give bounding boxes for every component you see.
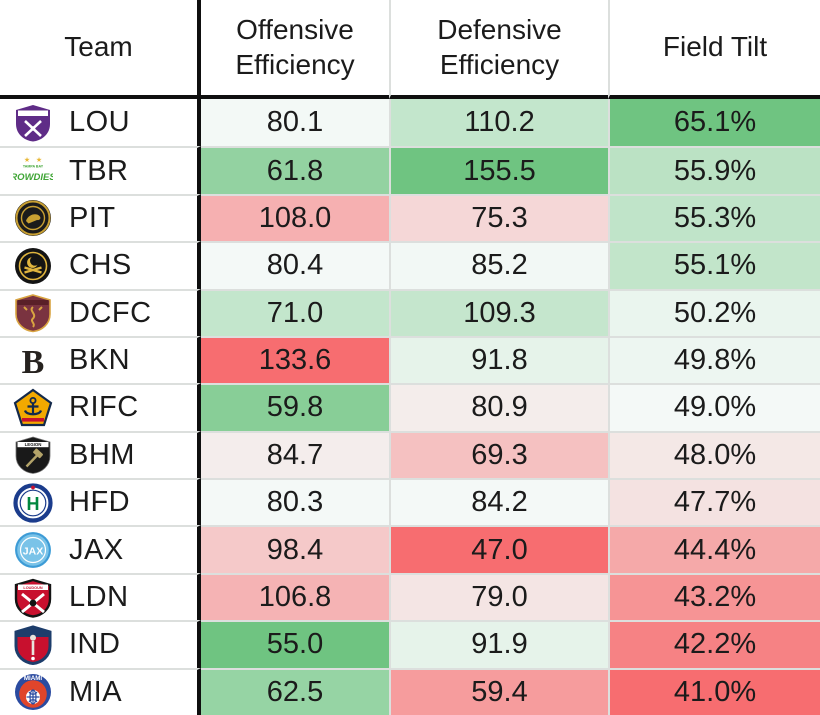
- offensive-efficiency-cell: 71.0: [201, 288, 389, 336]
- defensive-efficiency-cell: 80.9: [389, 383, 608, 431]
- field-tilt-cell: 41.0%: [608, 667, 820, 715]
- offensive-efficiency-cell: 80.1: [201, 99, 389, 147]
- offensive-efficiency-cell: 84.7: [201, 430, 389, 479]
- offensive-efficiency-cell: 80.4: [201, 241, 389, 289]
- defensive-efficiency-cell: 110.2: [389, 99, 608, 147]
- team-cell: IND: [0, 620, 201, 668]
- svg-text:B: B: [22, 344, 45, 381]
- column-header-offensive-efficiency: Offensive Efficiency: [201, 0, 389, 99]
- defensive-efficiency-cell: 47.0: [389, 525, 608, 573]
- team-cell: MIAMI MIA: [0, 667, 201, 715]
- field-tilt-cell: 44.4%: [608, 525, 820, 573]
- indy-eleven-logo: [13, 625, 53, 665]
- pittsburgh-riverhounds-logo: [13, 198, 53, 238]
- tampa-bay-rowdies-logo: ★ ★TAMPA BAY ROWDIES: [13, 151, 53, 191]
- offensive-efficiency-cell: 108.0: [201, 193, 389, 242]
- field-tilt-cell: 42.2%: [608, 620, 820, 668]
- column-header-field-tilt: Field Tilt: [608, 0, 820, 99]
- team-cell: LEGION BHM: [0, 430, 201, 479]
- field-tilt-cell: 50.2%: [608, 288, 820, 336]
- team-cell: RIFC: [0, 383, 201, 431]
- team-code: LOU: [69, 106, 131, 139]
- offensive-efficiency-cell: 98.4: [201, 525, 389, 573]
- team-code: BHM: [69, 438, 135, 471]
- offensive-efficiency-cell: 59.8: [201, 383, 389, 431]
- defensive-efficiency-cell: 69.3: [389, 430, 608, 479]
- team-cell: PIT: [0, 193, 201, 242]
- team-code: MIA: [69, 675, 123, 708]
- louisville-city-logo: [13, 103, 53, 143]
- column-header-defensive-efficiency: Defensive Efficiency: [389, 0, 608, 99]
- defensive-efficiency-cell: 75.3: [389, 193, 608, 242]
- field-tilt-cell: 55.1%: [608, 241, 820, 289]
- team-cell: JAX JAX: [0, 525, 201, 573]
- rhode-island-fc-logo: [13, 388, 53, 428]
- offensive-efficiency-cell: 55.0: [201, 620, 389, 668]
- svg-text:LEGION: LEGION: [25, 443, 42, 448]
- defensive-efficiency-cell: 85.2: [389, 241, 608, 289]
- charleston-battery-logo: [13, 246, 53, 286]
- defensive-efficiency-cell: 91.9: [389, 620, 608, 668]
- team-cell: LOU: [0, 99, 201, 147]
- birmingham-legion-logo: LEGION: [13, 435, 53, 475]
- offensive-efficiency-cell: 133.6: [201, 335, 389, 384]
- team-code: JAX: [69, 533, 124, 566]
- svg-text:★: ★: [36, 156, 42, 164]
- field-tilt-cell: 55.3%: [608, 193, 820, 242]
- loudoun-united-logo: LOUDOUN: [13, 578, 53, 618]
- offensive-efficiency-cell: 80.3: [201, 478, 389, 526]
- field-tilt-cell: 48.0%: [608, 430, 820, 479]
- team-cell: B BKN: [0, 335, 201, 384]
- svg-text:LOUDOUN: LOUDOUN: [23, 585, 42, 589]
- field-tilt-cell: 49.0%: [608, 383, 820, 431]
- field-tilt-cell: 55.9%: [608, 146, 820, 194]
- offensive-efficiency-cell: 62.5: [201, 667, 389, 715]
- defensive-efficiency-cell: 91.8: [389, 335, 608, 384]
- svg-text:TAMPA BAY: TAMPA BAY: [23, 165, 44, 169]
- team-cell: DCFC: [0, 288, 201, 336]
- svg-text:H: H: [27, 494, 40, 514]
- team-code: BKN: [69, 344, 131, 377]
- team-code: DCFC: [69, 296, 152, 329]
- detroit-city-fc-logo: [13, 293, 53, 333]
- team-code: PIT: [69, 201, 116, 234]
- team-code: TBR: [69, 154, 129, 187]
- team-cell: H HFD: [0, 478, 201, 526]
- field-tilt-cell: 49.8%: [608, 335, 820, 384]
- brooklyn-fc-logo: B: [13, 341, 53, 381]
- team-cell: ★ ★TAMPA BAY ROWDIES TBR: [0, 146, 201, 194]
- svg-text:JAX: JAX: [23, 546, 43, 558]
- team-cell: CHS: [0, 241, 201, 289]
- defensive-efficiency-cell: 84.2: [389, 478, 608, 526]
- hartford-athletic-logo: H: [13, 483, 53, 523]
- column-header-team: Team: [0, 0, 201, 99]
- defensive-efficiency-cell: 59.4: [389, 667, 608, 715]
- defensive-efficiency-cell: 109.3: [389, 288, 608, 336]
- team-code: CHS: [69, 249, 132, 282]
- field-tilt-cell: 65.1%: [608, 99, 820, 147]
- defensive-efficiency-cell: 79.0: [389, 572, 608, 621]
- team-code: IND: [69, 628, 121, 661]
- team-code: RIFC: [69, 391, 139, 424]
- svg-text:MIAMI: MIAMI: [24, 675, 42, 682]
- team-cell: LOUDOUN LDN: [0, 572, 201, 621]
- offensive-efficiency-cell: 106.8: [201, 572, 389, 621]
- offensive-efficiency-cell: 61.8: [201, 146, 389, 194]
- defensive-efficiency-cell: 155.5: [389, 146, 608, 194]
- svg-text:★: ★: [24, 156, 30, 164]
- field-tilt-cell: 47.7%: [608, 478, 820, 526]
- team-code: LDN: [69, 581, 129, 614]
- jacksonville-logo: JAX: [13, 530, 53, 570]
- miami-fc-logo: MIAMI: [13, 672, 53, 712]
- svg-text:ROWDIES: ROWDIES: [13, 172, 53, 183]
- team-code: HFD: [69, 486, 131, 519]
- field-tilt-cell: 43.2%: [608, 572, 820, 621]
